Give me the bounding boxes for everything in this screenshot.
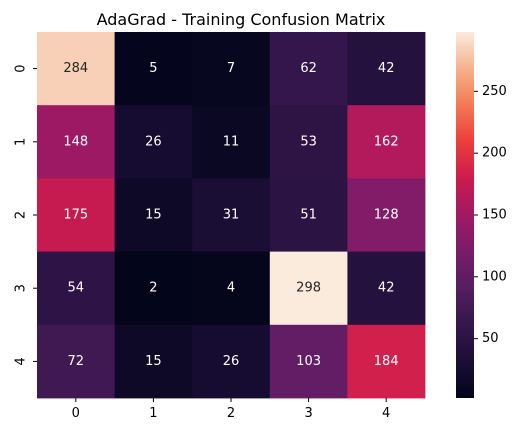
cell-value-r1-c4: 162 <box>374 134 399 149</box>
heatmap-cell-r0-c3 <box>269 32 348 106</box>
cell-value-r3-c1: 2 <box>149 281 157 296</box>
heatmap-cell-r0-c0 <box>37 32 115 106</box>
heatmap-cell-r2-c3 <box>269 178 348 252</box>
heatmap-cell-r2-c4 <box>347 178 426 252</box>
colorbar-tick-label-3: 200 <box>482 146 507 161</box>
y-tick-label-0: 0 <box>14 64 29 72</box>
cell-value-r1-c0: 148 <box>63 134 88 149</box>
colorbar: 50 100 150 200 250 <box>456 32 507 398</box>
x-tick-label-2: 2 <box>227 406 235 421</box>
heatmap-cell-r4-c0 <box>37 324 115 399</box>
x-axis-ticks: 0 1 2 3 4 <box>72 398 390 421</box>
heatmap-cell-r1-c4 <box>347 105 426 179</box>
cell-value-r2-c4: 128 <box>374 208 399 223</box>
x-tick-label-3: 3 <box>304 406 312 421</box>
x-tick-label-0: 0 <box>72 406 80 421</box>
y-tick-label-3: 3 <box>14 284 29 292</box>
cell-value-r2-c1: 15 <box>145 208 162 223</box>
cell-value-r0-c1: 5 <box>149 61 157 76</box>
heatmap-cell-r1-c1 <box>114 105 193 179</box>
heatmap-cell-r4-c1 <box>114 324 193 399</box>
colorbar-tick-label-2: 150 <box>482 208 507 223</box>
heatmap-cell-r1-c2 <box>192 105 271 179</box>
heatmap-cell-r0-c4 <box>347 32 426 106</box>
cell-value-r4-c2: 26 <box>223 354 240 369</box>
cell-value-r4-c0: 72 <box>68 354 85 369</box>
cell-value-r4-c4: 184 <box>374 354 399 369</box>
cell-value-r3-c0: 54 <box>68 281 85 296</box>
y-tick-label-4: 4 <box>14 357 29 365</box>
cell-value-r1-c3: 53 <box>300 134 317 149</box>
cell-value-r3-c3: 298 <box>296 281 321 296</box>
heatmap-cell-r3-c0 <box>37 251 115 326</box>
heatmap-cell-r3-c3 <box>269 251 348 326</box>
heatmap-cell-r4-c4 <box>347 324 426 399</box>
cell-value-r2-c2: 31 <box>223 208 240 223</box>
cell-value-r1-c1: 26 <box>145 134 162 149</box>
heatmap-cell-r1-c3 <box>269 105 348 179</box>
cell-value-r1-c2: 11 <box>223 134 240 149</box>
cell-value-r4-c1: 15 <box>145 354 162 369</box>
colorbar-tick-label-1: 100 <box>482 269 507 284</box>
heatmap-cell-r4-c3 <box>269 324 348 399</box>
cell-value-r0-c4: 42 <box>378 61 395 76</box>
colorbar-tick-label-0: 50 <box>482 331 499 346</box>
cell-value-r3-c4: 42 <box>378 281 395 296</box>
y-tick-label-1: 1 <box>14 138 29 146</box>
colorbar-tick-label-4: 250 <box>482 84 507 99</box>
heatmap-cell-r3-c2 <box>192 251 271 326</box>
cell-value-r0-c0: 284 <box>63 61 88 76</box>
chart-title: AdaGrad - Training Confusion Matrix <box>97 10 386 29</box>
x-tick-label-1: 1 <box>149 406 157 421</box>
heatmap-cells: 284 5 7 62 42 148 26 11 53 162 175 15 31 51 128 54 2 4 298… <box>37 32 426 399</box>
y-axis-ticks: 0 1 2 3 4 <box>14 64 37 366</box>
heatmap-cell-r2-c2 <box>192 178 271 252</box>
x-tick-label-4: 4 <box>382 406 390 421</box>
cell-value-r2-c3: 51 <box>300 208 317 223</box>
colorbar-gradient <box>456 32 474 398</box>
cell-value-r4-c3: 103 <box>296 354 321 369</box>
heatmap-cell-r2-c1 <box>114 178 193 252</box>
cell-value-r0-c2: 7 <box>227 61 235 76</box>
heatmap-cell-r2-c0 <box>37 178 115 252</box>
heatmap-cell-r0-c1 <box>114 32 193 106</box>
cell-value-r3-c2: 4 <box>227 281 235 296</box>
heatmap-cell-r3-c4 <box>347 251 426 326</box>
heatmap-cell-r1-c0 <box>37 105 115 179</box>
heatmap-cell-r0-c2 <box>192 32 271 106</box>
heatmap-cell-r3-c1 <box>114 251 193 326</box>
cell-value-r2-c0: 175 <box>63 208 88 223</box>
y-tick-label-2: 2 <box>14 211 29 219</box>
cell-value-r0-c3: 62 <box>300 61 317 76</box>
heatmap-cell-r4-c2 <box>192 324 271 399</box>
